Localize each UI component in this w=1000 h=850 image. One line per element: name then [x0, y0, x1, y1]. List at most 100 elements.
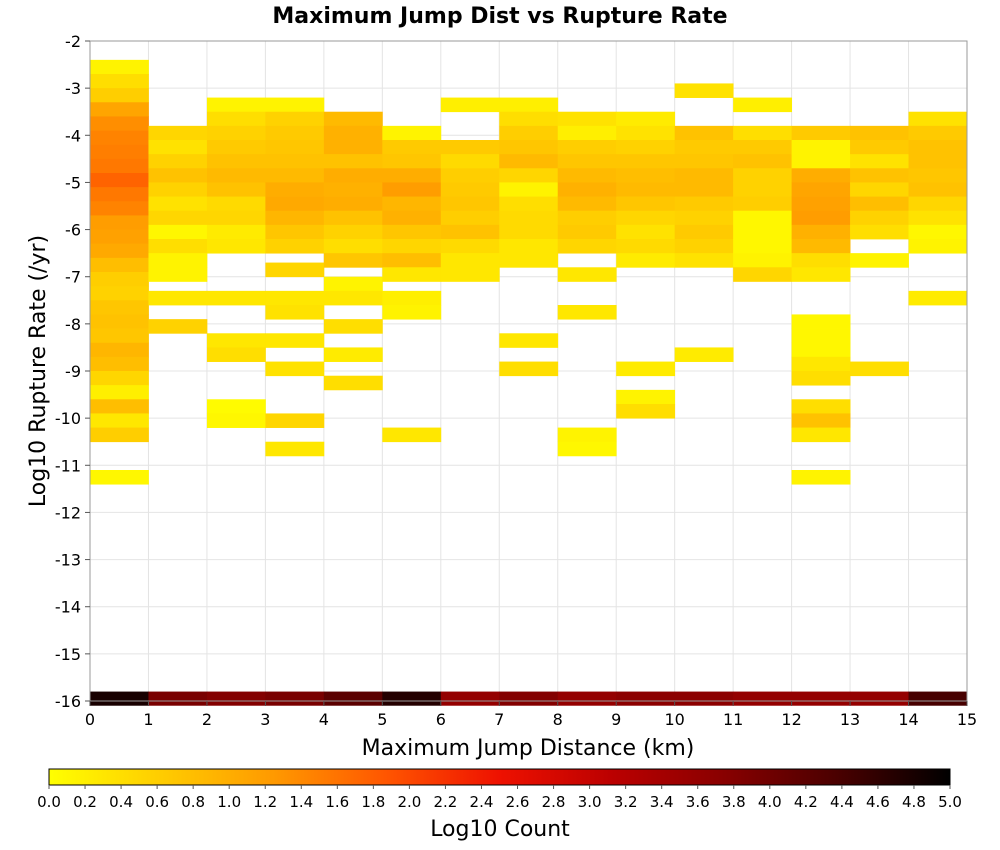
heatmap-cell: [733, 154, 792, 169]
heatmap-cell: [90, 243, 149, 259]
x-tick-label: 6: [436, 710, 446, 729]
heatmap-cell: [908, 210, 968, 226]
colorbar-tick-label: 5.0: [938, 793, 962, 811]
colorbar-tick-label: 3.8: [722, 793, 746, 811]
colorbar-tick-label: 4.2: [794, 793, 818, 811]
heatmap-cell: [791, 356, 851, 372]
heatmap-cell: [323, 691, 383, 706]
chart-title: Maximum Jump Dist vs Rupture Rate: [272, 4, 727, 29]
heatmap-cell: [791, 342, 851, 358]
heatmap-cell: [148, 140, 208, 155]
heatmap-cell: [616, 224, 676, 240]
heatmap-cell: [791, 399, 851, 414]
heatmap-cell: [382, 154, 442, 169]
heatmap-cell: [791, 470, 851, 485]
y-tick-label: -13: [55, 551, 81, 570]
heatmap-cell: [382, 691, 442, 706]
heatmap-cell: [616, 253, 676, 268]
heatmap-cell: [733, 140, 792, 155]
heatmap-cell: [791, 253, 851, 268]
heatmap-cell: [382, 140, 442, 155]
heatmap-cell: [148, 290, 208, 306]
heatmap-cell: [557, 427, 617, 443]
heatmap-cell: [791, 196, 851, 212]
y-axis-ticks: -2 -3 -4 -5 -6 -7 -8 -9 -10 -11 -12 -13 -14 -15 -16: [55, 32, 90, 711]
colorbar-tick-label: 0.6: [145, 793, 169, 811]
heatmap-cell: [499, 97, 559, 113]
heatmap-cell: [265, 691, 325, 706]
heatmap-cell: [90, 399, 149, 414]
heatmap-cell: [499, 140, 559, 155]
x-tick-label: 0: [85, 710, 95, 729]
y-tick-label: -9: [65, 362, 81, 381]
heatmap-cell: [206, 140, 266, 155]
heatmap-cell: [499, 154, 559, 169]
heatmap-cell: [908, 111, 968, 127]
heatmap-cell: [733, 182, 792, 197]
heatmap-cell: [616, 389, 676, 405]
heatmap-cell: [265, 196, 325, 212]
x-tick-label: 12: [781, 710, 801, 729]
heatmap-cell: [908, 168, 968, 183]
heatmap-cell: [90, 158, 149, 174]
heatmap-cell: [908, 140, 968, 155]
heatmap-cell: [440, 196, 500, 212]
heatmap-cell: [733, 168, 792, 183]
heatmap-cell: [90, 173, 149, 188]
heatmap-cell: [90, 413, 149, 428]
heatmap-cell: [791, 239, 851, 254]
heatmap-cell: [674, 182, 734, 197]
heatmap-cell: [733, 196, 792, 212]
colorbar-tick-label: 3.2: [614, 793, 638, 811]
heatmap-cell: [674, 691, 734, 706]
heatmap-cell: [323, 253, 383, 268]
heatmap-cell: [90, 328, 149, 344]
heatmap-cell: [440, 97, 500, 113]
heatmap-cell: [382, 239, 442, 254]
heatmap-cell: [90, 300, 149, 315]
heatmap-cell: [908, 182, 968, 197]
heatmap-cell: [323, 182, 383, 197]
heatmap-cell: [148, 224, 208, 240]
heatmap-cell: [499, 361, 559, 377]
heatmap-cell: [908, 290, 968, 306]
heatmap-cell: [382, 253, 442, 268]
heatmap-cell: [148, 182, 208, 197]
x-tick-label: 8: [553, 710, 563, 729]
heatmap-cell: [557, 305, 617, 320]
colorbar-tick-label: 0.4: [109, 793, 133, 811]
y-tick-label: -12: [55, 503, 81, 522]
heatmap-cell: [557, 196, 617, 212]
y-tick-label: -8: [65, 315, 81, 334]
heatmap-cell: [148, 125, 208, 141]
heatmap-cell: [265, 239, 325, 254]
heatmap-cell: [908, 196, 968, 212]
heatmap-cell: [791, 224, 851, 240]
heatmap-cell: [791, 182, 851, 197]
heatmap-cell: [90, 427, 149, 443]
heatmap-cell: [265, 224, 325, 240]
heatmap-cell: [908, 224, 968, 240]
heatmap-cell: [440, 691, 500, 706]
heatmap-cell: [616, 361, 676, 377]
heatmap-cell: [616, 154, 676, 169]
heatmap-cell: [557, 239, 617, 254]
heatmap-cell: [90, 470, 149, 485]
heatmap-cell: [499, 333, 559, 348]
heatmap-cell: [791, 154, 851, 169]
heatmap-cell: [206, 196, 266, 212]
heatmap-cell: [265, 262, 325, 278]
x-tick-label: 14: [898, 710, 918, 729]
heatmap-cell: [616, 404, 676, 419]
heatmap-cell: [557, 140, 617, 155]
heatmap-cell: [674, 196, 734, 212]
x-tick-label: 5: [377, 710, 387, 729]
heatmap-cell: [206, 290, 266, 306]
heatmap-cell: [148, 196, 208, 212]
heatmap-cell: [90, 187, 149, 202]
heatmap-cell: [791, 328, 851, 344]
heatmap-cell: [908, 154, 968, 169]
y-tick-label: -14: [55, 598, 81, 617]
heatmap-cell: [382, 290, 442, 306]
